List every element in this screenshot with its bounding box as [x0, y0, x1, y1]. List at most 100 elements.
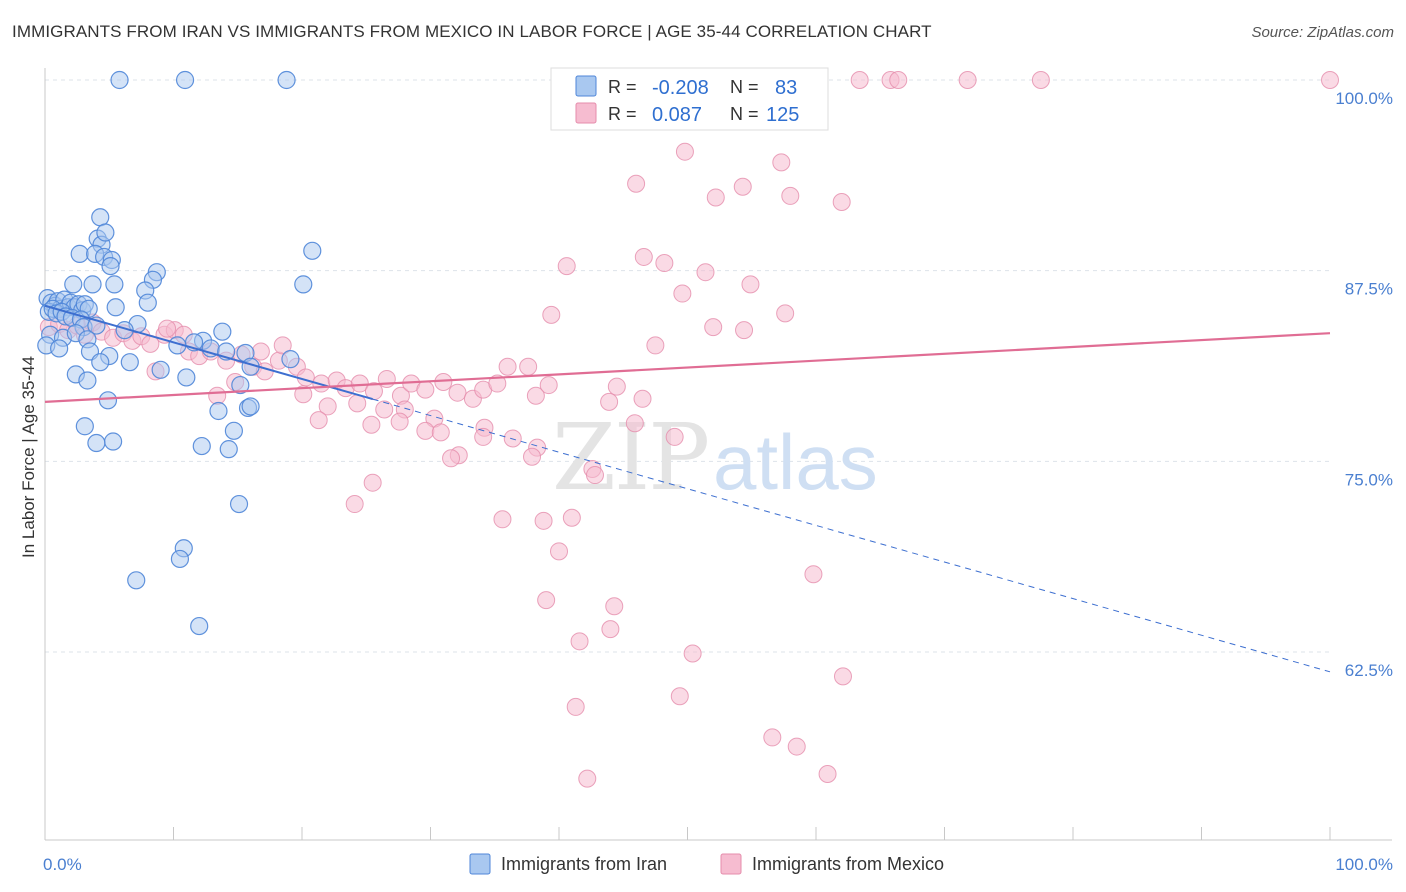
watermark-atlas: atlas [713, 418, 878, 506]
mexico-point-65 [448, 383, 467, 402]
mexico-point-6 [889, 71, 908, 89]
mexico-point-113 [683, 644, 702, 663]
mexico-point-103 [585, 466, 604, 485]
mexico-point-7 [958, 71, 977, 89]
source-credit: Source: ZipAtlas.com [1251, 24, 1394, 41]
mexico-point-97 [665, 427, 684, 446]
mexico-point-14 [772, 153, 791, 172]
mexico-point-13 [675, 142, 694, 161]
mexico-point-110 [605, 597, 624, 616]
mexico-point-29 [735, 321, 754, 340]
mexico-point-99 [442, 449, 461, 468]
stats-legend: R = -0.208 N = 83 R = 0.087 N = 125 [550, 67, 829, 131]
iran-point-6 [96, 223, 115, 242]
iran-point-64 [281, 350, 300, 369]
mexico-point-21 [634, 247, 653, 266]
iran-point-7 [70, 244, 89, 263]
iran-point-80 [229, 494, 249, 514]
iran-point-73 [241, 397, 260, 416]
y-tick-label-3: 62.5% [1345, 661, 1393, 680]
mexico-point-101 [345, 495, 364, 514]
mexico-point-86 [416, 421, 435, 440]
mexico-point-120 [578, 769, 597, 788]
mexico-point-109 [537, 591, 556, 610]
watermark: ZIP atlas [552, 404, 878, 511]
mexico-point-64 [434, 373, 453, 392]
mexico-point-77 [294, 385, 313, 404]
mexico-point-114 [833, 667, 852, 686]
mexico-point-82 [309, 411, 328, 430]
mexico-point-16 [733, 177, 752, 196]
mexico-point-84 [390, 412, 409, 431]
mexico-point-30 [646, 336, 665, 355]
mexico-point-22 [557, 257, 576, 276]
mexico-point-93 [633, 389, 652, 408]
iran-point-16 [64, 275, 83, 294]
x-tick-label-0: 0.0% [43, 855, 82, 874]
mexico-point-71 [526, 386, 545, 405]
mexico-point-96 [625, 414, 644, 433]
mexico-point-108 [804, 565, 823, 584]
iran-point-17 [83, 275, 102, 294]
y-axis-label: In Labor Force | Age 35-44 [19, 356, 38, 558]
iran-point-78 [192, 436, 211, 456]
mexico-point-17 [706, 188, 725, 207]
mexico-point-74 [251, 342, 270, 361]
iran-point-75 [75, 417, 94, 436]
mexico-point-106 [493, 510, 512, 529]
iran-point-0 [110, 70, 129, 90]
legend-mexico-n-label: N = [730, 104, 759, 124]
mexico-point-28 [704, 318, 723, 337]
mexico-point-27 [776, 304, 795, 323]
mexico-point-26 [542, 305, 561, 324]
mexico-trendline [44, 332, 1331, 403]
mexico-point-105 [534, 511, 553, 530]
mexico-point-107 [550, 542, 568, 561]
mexico-point-18 [781, 186, 800, 205]
mexico-point-69 [498, 357, 517, 376]
axes [44, 68, 1392, 841]
mexico-point-24 [741, 275, 760, 294]
mexico-point-115 [670, 687, 689, 706]
iran-point-11 [101, 256, 120, 276]
iran-point-70 [98, 391, 118, 410]
legend-iran-n-label: N = [730, 77, 759, 97]
mexico-point-4 [850, 71, 869, 89]
y-tick-label-0: 100.0% [1335, 89, 1393, 108]
mexico-point-117 [763, 728, 782, 747]
mexico-point-104 [562, 508, 581, 527]
legend-iran-r-value: -0.208 [652, 77, 709, 99]
mexico-point-70 [519, 357, 538, 376]
legend-iran-r-label: R = [608, 77, 637, 97]
legend-mexico-r-label: R = [608, 104, 637, 124]
mexico-point-72 [539, 376, 558, 395]
mexico-point-112 [570, 632, 589, 651]
bottom-legend: Immigrants from Iran Immigrants from Mex… [469, 853, 944, 875]
stats-legend-box [550, 67, 829, 131]
mexico-point-68 [488, 374, 507, 393]
mexico-point-83 [362, 415, 381, 434]
iran-point-83 [127, 571, 146, 590]
iran-point-76 [104, 432, 123, 451]
mexico-point-15 [627, 174, 646, 193]
mexico-point-25 [673, 284, 692, 303]
mexico-point-76 [208, 386, 227, 405]
mexico-point-98 [474, 427, 493, 446]
gridlines [45, 79, 1330, 653]
iran-point-20 [138, 293, 157, 312]
mexico-point-23 [696, 263, 715, 282]
legend-iran-n-value: 83 [775, 77, 797, 99]
legend-iran-swatch [575, 75, 597, 97]
mexico-point-116 [566, 697, 585, 716]
mexico-point-118 [787, 737, 806, 756]
bottom-legend-mexico-swatch [720, 853, 742, 875]
mexico-point-73 [273, 336, 292, 355]
legend-mexico-n-value: 125 [766, 104, 799, 126]
iran-point-69 [231, 375, 250, 395]
bottom-legend-mexico-label: Immigrants from Mexico [752, 854, 944, 874]
mexico-point-9 [1321, 71, 1339, 89]
iran-point-41 [106, 298, 125, 317]
series-iran-points [37, 70, 322, 636]
legend-mexico-r-value: 0.087 [652, 104, 702, 126]
